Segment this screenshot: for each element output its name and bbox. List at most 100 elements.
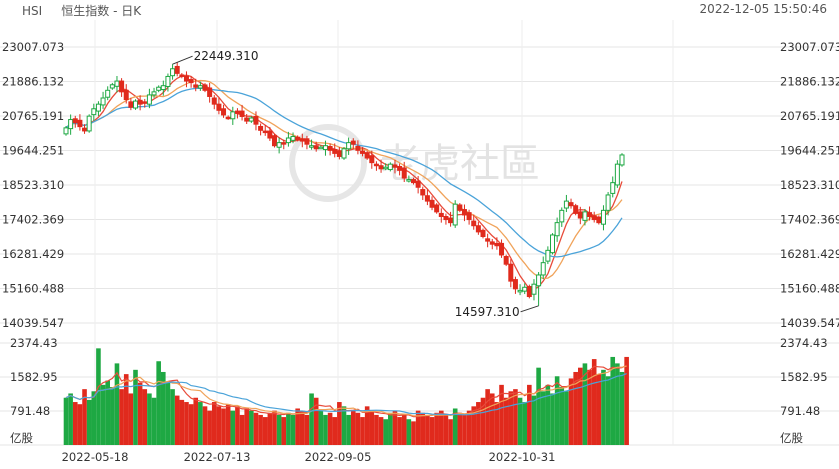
candle-body bbox=[216, 103, 222, 111]
candle-body bbox=[420, 189, 426, 196]
volume-bar bbox=[100, 384, 106, 445]
candle-body bbox=[244, 117, 250, 122]
candle-body bbox=[207, 87, 213, 97]
candle-body bbox=[577, 211, 583, 219]
candle-body bbox=[281, 142, 287, 145]
candle-body bbox=[170, 68, 176, 77]
volume-bar bbox=[207, 410, 212, 445]
candle-body bbox=[610, 182, 616, 194]
candle-body bbox=[133, 100, 138, 109]
candle-body bbox=[202, 84, 208, 91]
datetime-label: 2022-12-05 15:50:46 bbox=[699, 2, 827, 16]
candle-body bbox=[156, 86, 162, 91]
volume-bar bbox=[360, 417, 365, 445]
date-tick: 2022-07-13 bbox=[184, 450, 251, 464]
candle-body bbox=[596, 216, 602, 224]
candle-body bbox=[522, 286, 528, 292]
candle-body bbox=[82, 127, 88, 132]
axis-labels: 23007.073 23007.073 21886.132 21886.132 2076… bbox=[2, 40, 839, 464]
candle-body bbox=[503, 256, 509, 265]
candle-body bbox=[397, 165, 403, 171]
volume-bar bbox=[184, 402, 189, 445]
candle-body bbox=[239, 110, 245, 117]
watermark-logo bbox=[289, 124, 367, 202]
volume-bar bbox=[63, 397, 69, 445]
candle-body bbox=[267, 130, 273, 139]
candle-body bbox=[91, 108, 97, 116]
candle-body bbox=[119, 80, 125, 93]
volume-bar bbox=[596, 374, 602, 445]
volume-bar bbox=[267, 412, 273, 445]
volume-bar bbox=[401, 414, 407, 445]
volume-bar bbox=[86, 399, 92, 445]
volume-bar bbox=[225, 404, 231, 445]
price-tick-left: 15160.488 bbox=[2, 282, 64, 296]
vol-ma-slow-line bbox=[65, 373, 627, 416]
candle-body bbox=[485, 238, 491, 242]
volume-bar bbox=[216, 406, 222, 445]
price-tick-left: 20765.191 bbox=[2, 109, 64, 123]
volume-bar bbox=[605, 376, 611, 445]
candle-body bbox=[550, 234, 555, 254]
volume-bar bbox=[434, 412, 439, 445]
volume-bar bbox=[411, 421, 416, 445]
candle-body bbox=[461, 209, 467, 216]
ma-slow-line bbox=[65, 87, 623, 258]
volume-bar bbox=[527, 384, 532, 445]
candle-body bbox=[309, 145, 315, 148]
price-tick-right: 19644.251 bbox=[780, 143, 839, 157]
low-leader-line bbox=[520, 305, 539, 313]
volume-bar bbox=[517, 397, 523, 445]
candle-body bbox=[401, 167, 407, 179]
candle-body bbox=[151, 91, 157, 96]
volume-bar bbox=[253, 412, 259, 445]
volume-tick-right: 1582.95 bbox=[780, 370, 828, 384]
volume-bar bbox=[545, 384, 551, 445]
candle-body bbox=[258, 125, 264, 131]
volume-bar bbox=[531, 395, 537, 445]
high-leader-line bbox=[172, 55, 193, 65]
price-tick-right: 17402.369 bbox=[780, 213, 839, 227]
volume-bar bbox=[309, 393, 314, 445]
candle-body bbox=[531, 283, 537, 295]
volume-bar bbox=[601, 369, 606, 445]
vol-ma-mid-line bbox=[65, 365, 627, 417]
candle-body bbox=[489, 241, 495, 245]
volume-bar bbox=[170, 389, 175, 445]
candle-body bbox=[355, 145, 361, 151]
volume-bar bbox=[119, 389, 124, 445]
candle-body bbox=[411, 179, 416, 184]
volume-bar bbox=[462, 414, 467, 445]
candle-body bbox=[619, 154, 625, 166]
volume-bar bbox=[341, 406, 347, 445]
candle-body bbox=[276, 142, 282, 148]
candle-body bbox=[582, 211, 588, 221]
candle-body bbox=[364, 152, 370, 159]
candle-body bbox=[248, 117, 254, 122]
volume-average-lines bbox=[65, 364, 627, 418]
volume-bar bbox=[374, 414, 379, 445]
candle-body bbox=[540, 262, 546, 276]
candle-body bbox=[406, 179, 412, 182]
candle-body bbox=[341, 148, 347, 159]
volume-bar bbox=[591, 359, 597, 445]
candle-body bbox=[378, 165, 384, 170]
candle-body bbox=[415, 180, 421, 188]
candle-body bbox=[225, 116, 231, 120]
candle-body bbox=[313, 145, 319, 150]
candle-body bbox=[545, 249, 551, 262]
candle-body bbox=[605, 194, 611, 211]
candle-body bbox=[165, 75, 171, 87]
candle-body bbox=[100, 97, 106, 106]
candle-body bbox=[387, 163, 393, 171]
candle-body bbox=[568, 202, 574, 207]
price-tick-right: 14039.547 bbox=[780, 316, 839, 330]
candle-body bbox=[160, 85, 166, 91]
price-tick-right: 20765.191 bbox=[780, 109, 839, 123]
candle-body bbox=[350, 140, 356, 145]
volume-bar bbox=[318, 410, 324, 445]
volume-bar bbox=[313, 397, 319, 445]
volume-bar bbox=[142, 389, 148, 445]
volume-bar bbox=[276, 414, 282, 445]
volume-bars bbox=[63, 348, 629, 445]
